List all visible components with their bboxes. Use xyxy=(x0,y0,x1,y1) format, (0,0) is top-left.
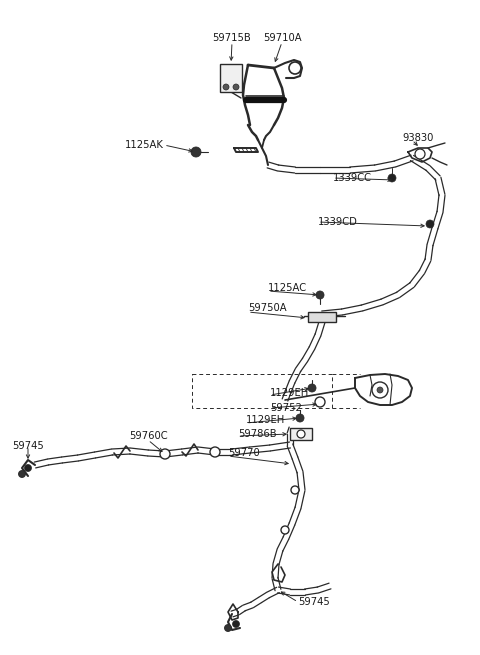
Circle shape xyxy=(225,624,231,631)
Circle shape xyxy=(232,620,240,627)
Text: 1339CD: 1339CD xyxy=(318,217,358,227)
Text: 59760C: 59760C xyxy=(129,431,168,441)
Circle shape xyxy=(308,384,316,392)
Circle shape xyxy=(24,464,32,472)
Text: 1125AK: 1125AK xyxy=(125,140,164,150)
Circle shape xyxy=(289,62,301,74)
Text: 59752: 59752 xyxy=(270,403,302,413)
Text: 59786B: 59786B xyxy=(238,429,276,439)
Circle shape xyxy=(377,387,383,393)
Bar xyxy=(220,64,242,92)
Text: 59715B: 59715B xyxy=(213,33,252,43)
Circle shape xyxy=(372,382,388,398)
Circle shape xyxy=(315,397,325,407)
Text: 59770: 59770 xyxy=(228,448,260,458)
Circle shape xyxy=(426,220,434,228)
Circle shape xyxy=(415,149,425,159)
Text: 1125AC: 1125AC xyxy=(268,283,307,293)
Circle shape xyxy=(233,84,239,90)
Circle shape xyxy=(160,449,170,459)
Bar xyxy=(290,428,312,440)
Circle shape xyxy=(19,470,25,477)
Circle shape xyxy=(388,174,396,182)
Circle shape xyxy=(223,84,229,90)
Circle shape xyxy=(191,147,201,157)
Text: 1339CC: 1339CC xyxy=(333,173,372,183)
Text: 59750A: 59750A xyxy=(248,303,287,313)
Text: 59745: 59745 xyxy=(298,597,330,607)
Circle shape xyxy=(316,291,324,299)
Circle shape xyxy=(296,414,304,422)
Circle shape xyxy=(297,430,305,438)
Circle shape xyxy=(281,526,289,534)
Text: 59745: 59745 xyxy=(12,441,44,451)
Circle shape xyxy=(291,486,299,494)
Circle shape xyxy=(210,447,220,457)
Bar xyxy=(308,312,336,322)
Text: 59710A: 59710A xyxy=(263,33,301,43)
Text: 93830: 93830 xyxy=(402,133,434,143)
Text: 1129EH: 1129EH xyxy=(270,388,309,398)
Text: 1129EH: 1129EH xyxy=(246,415,285,425)
